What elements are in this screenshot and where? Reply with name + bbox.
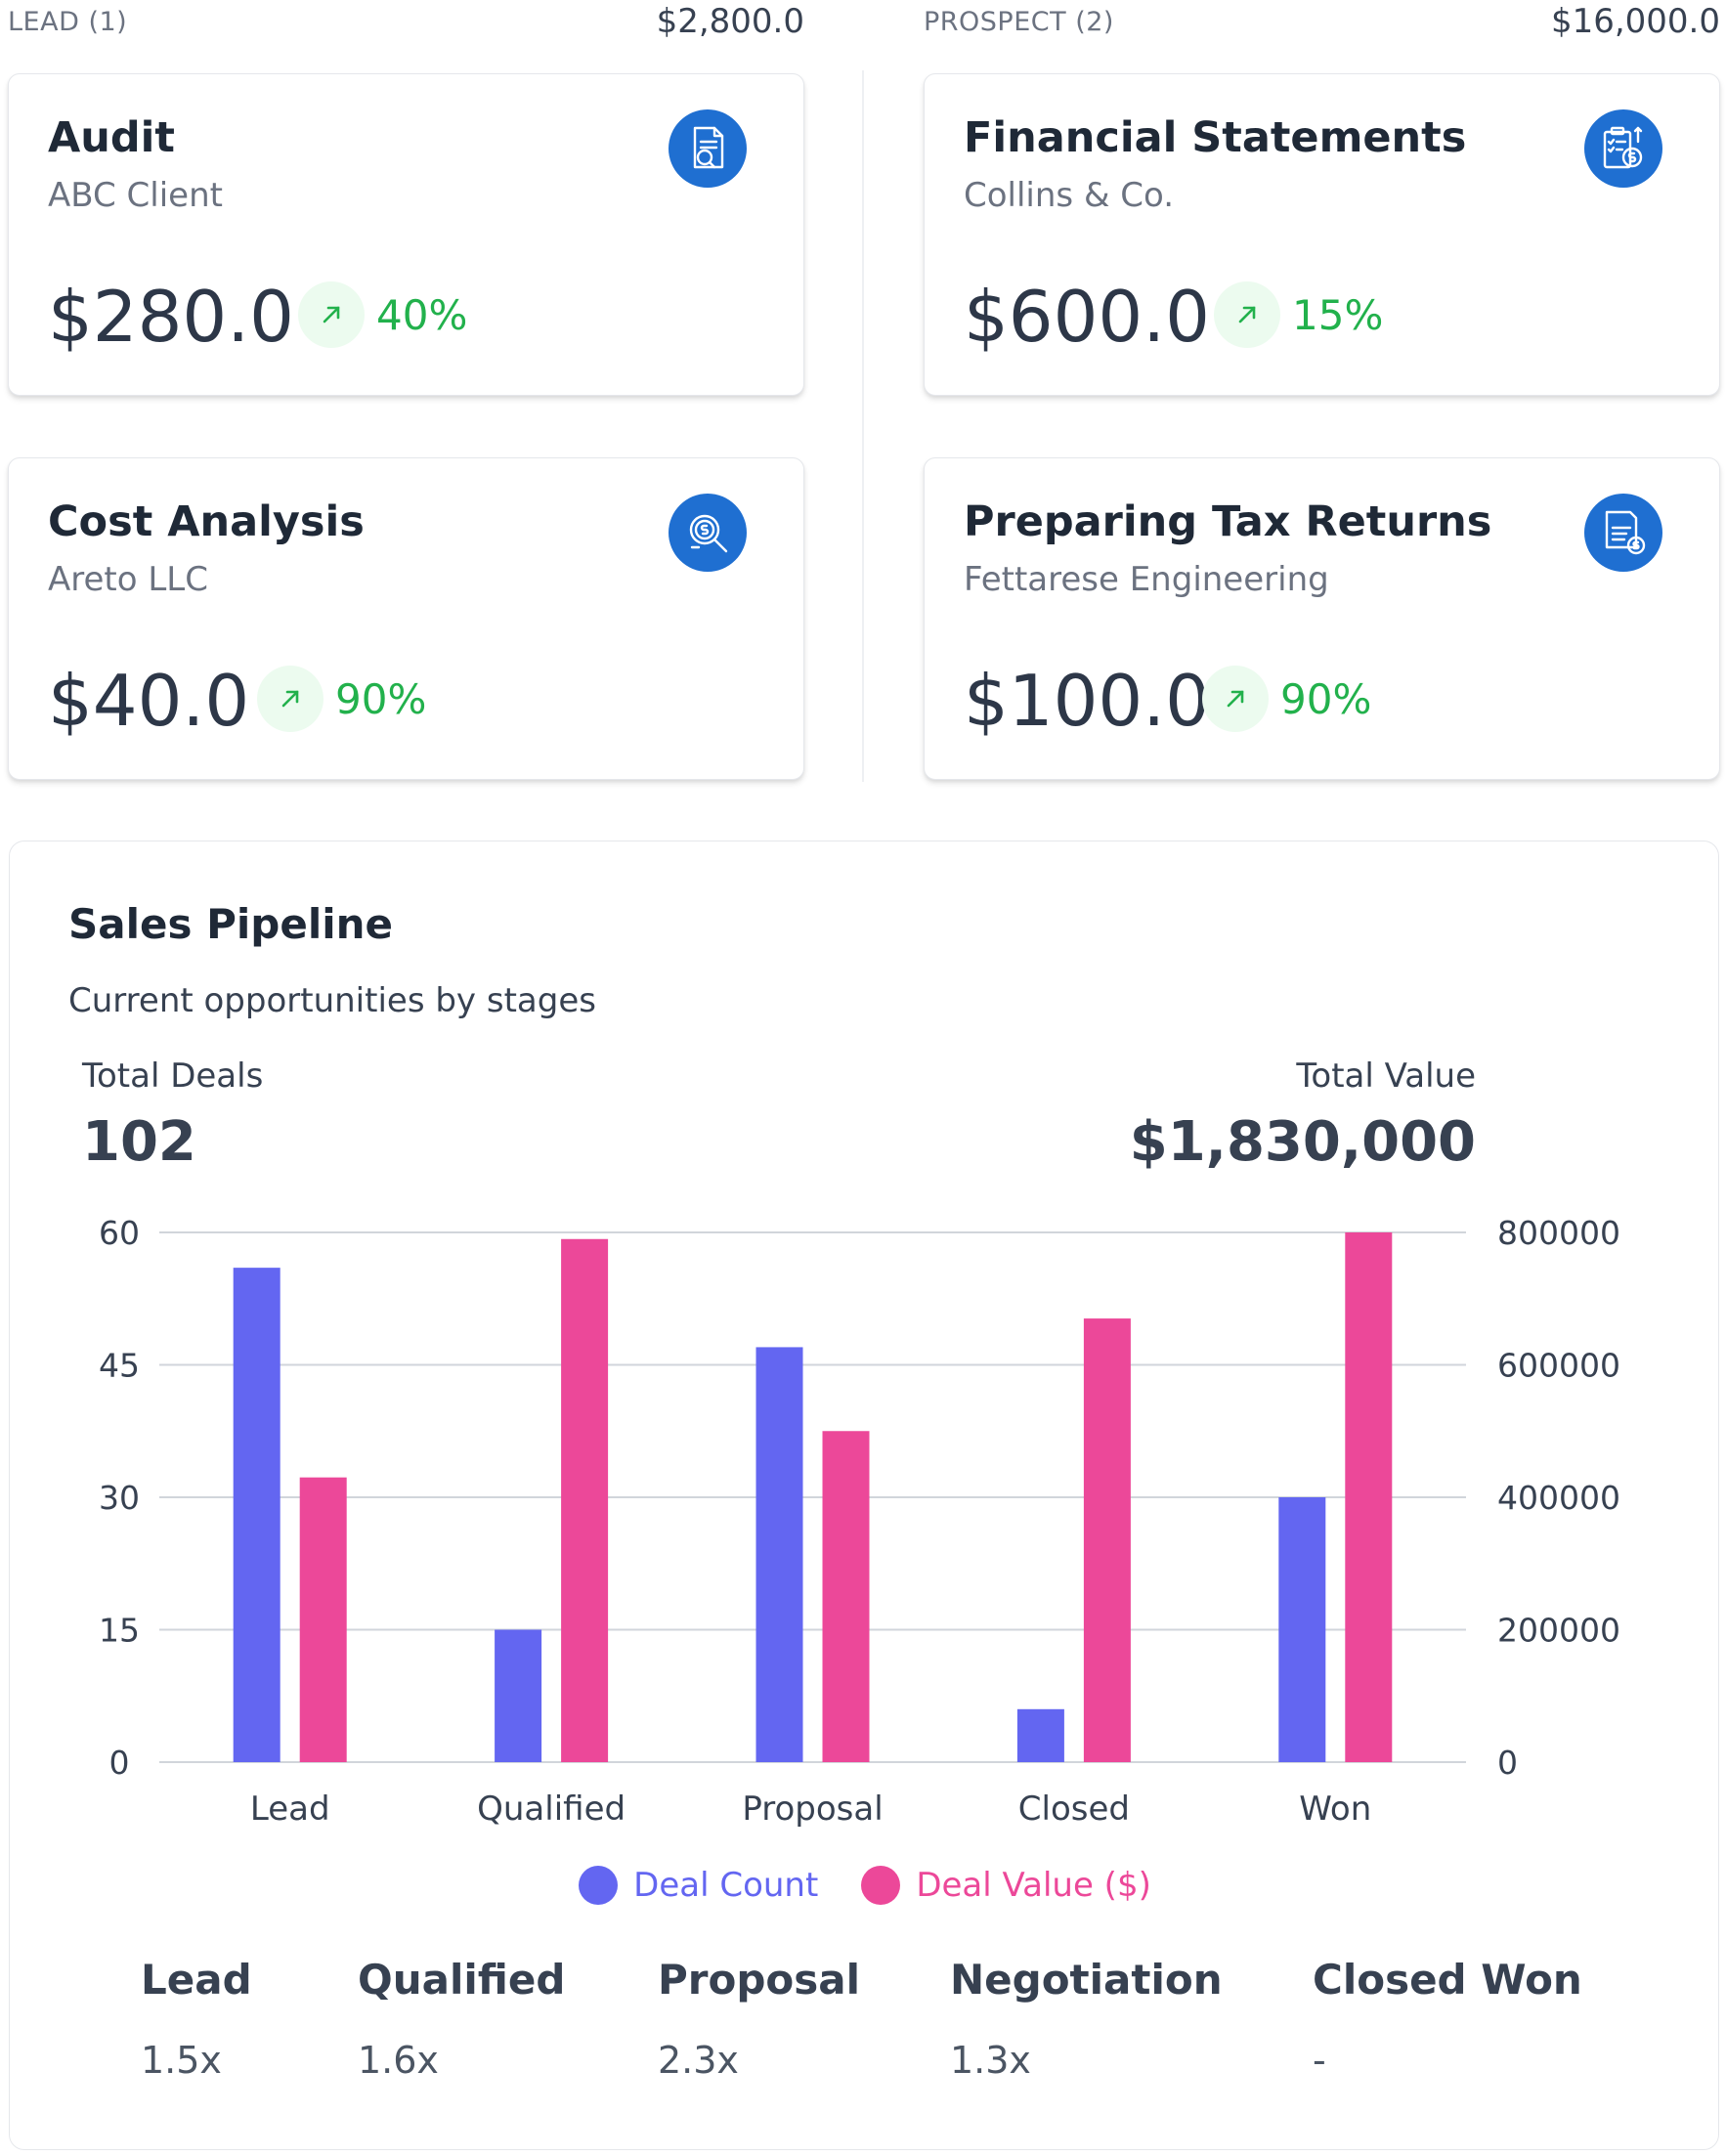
trend-up-arrow-icon bbox=[1214, 281, 1280, 348]
deal-title: Preparing Tax Returns bbox=[964, 497, 1492, 546]
stage-qualified: Qualified 1.6x bbox=[358, 1956, 565, 2082]
sales-pipeline-chart: 0 15 30 45 60 0 200000 400000 600000 800000 Lead Qu… bbox=[99, 1214, 1620, 1829]
legend-item-deal-value[interactable]: Deal Value ($) bbox=[861, 1866, 1151, 1905]
stage-value: 2.3x bbox=[658, 2039, 739, 2082]
deal-amount: $280.0 bbox=[48, 276, 294, 358]
total-deals-label: Total Deals bbox=[82, 1056, 264, 1096]
prospect-column-total: $16,000.0 bbox=[1550, 2, 1720, 41]
deal-count-bar-qualified bbox=[495, 1629, 542, 1762]
stage-name: Proposal bbox=[658, 1956, 861, 2004]
stage-negotiation: Negotiation 1.3x bbox=[950, 1956, 1223, 2082]
deal-change-percent: 90% bbox=[335, 674, 427, 723]
y-left-tick-label: 30 bbox=[99, 1479, 140, 1517]
trend-up-arrow-icon bbox=[257, 666, 324, 732]
prospect-column-label: PROSPECT (2) bbox=[924, 6, 1114, 37]
financial-checklist-icon bbox=[1584, 109, 1662, 188]
y-right-tick-label: 200000 bbox=[1497, 1612, 1620, 1650]
stage-name: Negotiation bbox=[950, 1956, 1223, 2004]
lead-column-label: LEAD (1) bbox=[8, 6, 128, 37]
pipeline-title: Sales Pipeline bbox=[68, 900, 394, 948]
deal-trend: 15% bbox=[1214, 281, 1383, 348]
lead-column-total: $2,800.0 bbox=[656, 2, 804, 41]
chart-legend: Deal Count Deal Value ($) bbox=[10, 1866, 1720, 1905]
y-left-tick-label: 0 bbox=[109, 1744, 130, 1782]
legend-label: Deal Count bbox=[633, 1866, 819, 1905]
deal-title: Financial Statements bbox=[964, 113, 1467, 162]
x-tick-label: Qualified bbox=[477, 1789, 626, 1829]
deal-title: Cost Analysis bbox=[48, 497, 365, 546]
stage-value: - bbox=[1313, 2039, 1326, 2082]
deal-change-percent: 90% bbox=[1280, 674, 1372, 723]
total-deals-value: 102 bbox=[82, 1110, 196, 1174]
stage-value: 1.3x bbox=[950, 2039, 1031, 2082]
y-left-tick-label: 60 bbox=[99, 1214, 140, 1252]
deal-card-audit[interactable]: Audit ABC Client $280.0 40% bbox=[8, 73, 804, 396]
deal-amount: $100.0 bbox=[964, 660, 1210, 742]
y-right-tick-label: 0 bbox=[1497, 1744, 1518, 1782]
x-tick-label: Proposal bbox=[742, 1789, 883, 1829]
deal-trend: 90% bbox=[1202, 666, 1371, 732]
y-left-tick-label: 15 bbox=[99, 1612, 140, 1650]
magnify-coin-icon bbox=[669, 494, 747, 572]
legend-label: Deal Value ($) bbox=[916, 1866, 1151, 1905]
deal-count-bar-proposal bbox=[755, 1347, 803, 1762]
tax-document-icon bbox=[1584, 494, 1662, 572]
y-left-tick-label: 45 bbox=[99, 1347, 140, 1385]
y-right-tick-label: 800000 bbox=[1497, 1214, 1620, 1252]
deal-value-bar-closed bbox=[1083, 1318, 1131, 1762]
stage-name: Qualified bbox=[358, 1956, 566, 2004]
deal-client: Areto LLC bbox=[48, 560, 208, 599]
deal-count-bar-won bbox=[1278, 1497, 1326, 1762]
y-right-tick-label: 600000 bbox=[1497, 1347, 1620, 1385]
total-value-label: Total Value bbox=[1296, 1056, 1476, 1096]
deal-value-bar-proposal bbox=[822, 1431, 870, 1762]
pipeline-subtitle: Current opportunities by stages bbox=[68, 981, 596, 1020]
trend-up-arrow-icon bbox=[1202, 666, 1269, 732]
deal-value-bar-qualified bbox=[561, 1238, 609, 1762]
trend-up-arrow-icon bbox=[298, 281, 365, 348]
deal-card-financial-statements[interactable]: Financial Statements Collins & Co. $600.… bbox=[924, 73, 1720, 396]
deal-title: Audit bbox=[48, 113, 175, 162]
audit-report-icon bbox=[669, 109, 747, 188]
deal-amount: $600.0 bbox=[964, 276, 1210, 358]
x-tick-label: Lead bbox=[250, 1789, 330, 1829]
deal-count-bar-closed bbox=[1016, 1708, 1064, 1762]
deal-change-percent: 40% bbox=[376, 290, 468, 339]
deal-count-legend-dot bbox=[579, 1866, 619, 1905]
deal-value-bar-lead bbox=[299, 1477, 347, 1762]
prospect-column-header: PROSPECT (2) $16,000.0 bbox=[924, 0, 1720, 43]
deal-client: Fettarese Engineering bbox=[964, 560, 1329, 599]
stage-proposal: Proposal 2.3x bbox=[658, 1956, 860, 2082]
sales-pipeline-panel: Sales Pipeline Current opportunities by … bbox=[9, 841, 1719, 2150]
deal-client: Collins & Co. bbox=[964, 176, 1175, 215]
legend-item-deal-count[interactable]: Deal Count bbox=[579, 1866, 818, 1905]
stage-lead: Lead 1.5x bbox=[141, 1956, 252, 2082]
stage-name: Lead bbox=[141, 1956, 252, 2004]
deal-client: ABC Client bbox=[48, 176, 223, 215]
deal-trend: 40% bbox=[298, 281, 467, 348]
deal-value-legend-dot bbox=[861, 1866, 901, 1905]
deal-count-bar-lead bbox=[233, 1268, 280, 1762]
total-value-value: $1,830,000 bbox=[1129, 1110, 1476, 1174]
deal-card-preparing-tax-returns[interactable]: Preparing Tax Returns Fettarese Engineer… bbox=[924, 457, 1720, 780]
y-right-tick-label: 400000 bbox=[1497, 1479, 1620, 1517]
deal-card-cost-analysis[interactable]: Cost Analysis Areto LLC $40.0 90% bbox=[8, 457, 804, 780]
lead-column-header: LEAD (1) $2,800.0 bbox=[8, 0, 804, 43]
deal-amount: $40.0 bbox=[48, 660, 250, 742]
stage-value: 1.6x bbox=[358, 2039, 439, 2082]
stage-value: 1.5x bbox=[141, 2039, 222, 2082]
deal-change-percent: 15% bbox=[1292, 290, 1384, 339]
stage-closed-won: Closed Won - bbox=[1313, 1956, 1582, 2082]
stage-conversion-row: Lead 1.5x Qualified 1.6x Proposal 2.3x N… bbox=[10, 1956, 1720, 2112]
x-tick-label: Won bbox=[1299, 1789, 1371, 1829]
x-tick-label: Closed bbox=[1018, 1789, 1130, 1829]
deal-trend: 90% bbox=[257, 666, 426, 732]
stage-name: Closed Won bbox=[1313, 1956, 1582, 2004]
column-divider bbox=[862, 70, 864, 782]
deal-value-bar-won bbox=[1345, 1232, 1393, 1762]
